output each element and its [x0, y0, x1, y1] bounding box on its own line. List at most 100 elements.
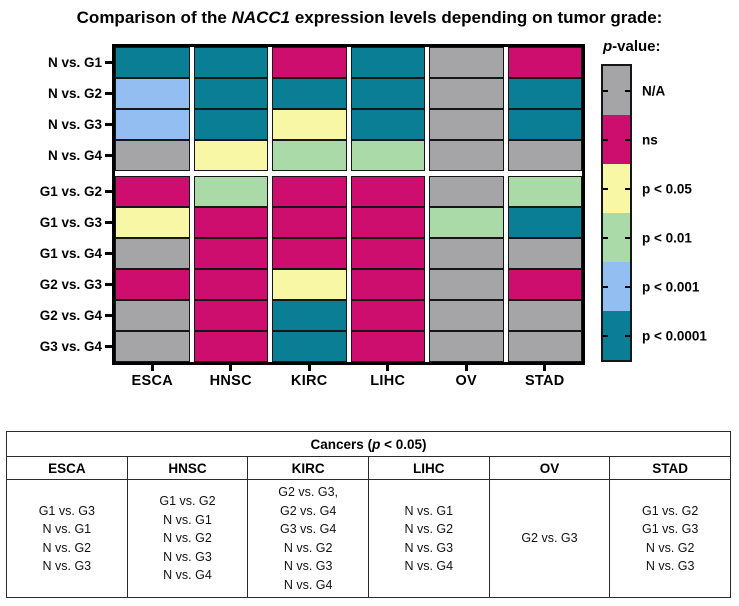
- x-tick-mark: [307, 365, 311, 371]
- heatmap-column-esca: [115, 47, 190, 362]
- comparison-entry: N vs. G3: [283, 559, 333, 573]
- heatmap-cell: [429, 269, 504, 300]
- table-body-cell: G1 vs. G3 N vs. G1 N vs. G2 N vs. G3: [6, 479, 128, 598]
- row-tick-mark: [105, 92, 112, 95]
- comparison-entry: N vs. G1: [404, 503, 454, 518]
- comparison-entry: N vs. G2: [404, 522, 454, 536]
- heatmap-cell: [350, 331, 425, 362]
- row-label-text: G1 vs. G3: [39, 215, 102, 230]
- comparison-entry: N vs. G2: [283, 540, 333, 555]
- legend-segment: N/A: [603, 66, 665, 115]
- heatmap-cell: [429, 300, 504, 331]
- comparison-entry: N vs. G2: [645, 540, 695, 555]
- x-axis-category: HNSC: [194, 365, 269, 389]
- legend: p-value: N/A ns p < 0.05 p < 0.01 p < 0.001 p…: [601, 38, 707, 362]
- x-axis-label: HNSC: [209, 373, 252, 389]
- row-tick-mark: [105, 61, 112, 64]
- row-tick-mark: [105, 123, 112, 126]
- heatmap-x-axis: ESCA HNSC KIRC LIHC OV STAD: [115, 365, 582, 389]
- row-label: G1 vs. G4: [0, 238, 112, 269]
- comparison-entry: N vs. G4: [283, 577, 333, 592]
- comparison-entry: N vs. G3: [163, 549, 212, 564]
- row-label-text: G3 vs. G4: [39, 339, 102, 354]
- legend-title-italic: p: [603, 38, 613, 55]
- heatmap-cell: [350, 269, 425, 300]
- heatmap-cell: [350, 78, 425, 109]
- heatmap-cell: [507, 300, 582, 331]
- row-label: N vs. G3: [0, 109, 112, 140]
- row-label: N vs. G1: [0, 47, 112, 78]
- heatmap-cell: [429, 109, 504, 140]
- row-label-text: G2 vs. G3: [39, 277, 102, 292]
- heatmap-cell: [115, 238, 190, 269]
- heatmap-cell: [193, 176, 268, 207]
- table-header-cell: HNSC: [126, 456, 249, 480]
- row-label: G2 vs. G4: [0, 300, 112, 331]
- comparison-entry: N vs. G2: [163, 531, 212, 546]
- heatmap-cell: [272, 47, 347, 78]
- table-body-cell: G2 vs. G3: [488, 479, 611, 598]
- heatmap-cell: [507, 140, 582, 171]
- heatmap-column-kirc: [272, 47, 347, 362]
- heatmap-cell: [115, 109, 190, 140]
- heatmap-cell: [272, 140, 347, 171]
- heatmap-cell: [193, 140, 268, 171]
- row-label-text: G2 vs. G4: [39, 308, 102, 323]
- table-body-row: G1 vs. G3 N vs. G1 N vs. G2 N vs. G3 G1 vs. …: [6, 479, 731, 598]
- heatmap-cell: [350, 300, 425, 331]
- table-header-cell: OV: [488, 456, 611, 480]
- x-tick-mark: [150, 365, 154, 371]
- heatmap-cell: [429, 47, 504, 78]
- legend-entry-label: p < 0.01: [642, 230, 692, 245]
- heatmap-cell: [429, 140, 504, 171]
- row-tick-mark: [105, 283, 112, 286]
- heatmap-cell: [115, 207, 190, 238]
- heatmap-cell: [115, 300, 190, 331]
- table-title-row: Cancers (p < 0.05): [6, 431, 731, 457]
- row-tick-mark: [105, 221, 112, 224]
- row-label-text: N vs. G1: [47, 55, 102, 70]
- heatmap-cell: [272, 78, 347, 109]
- heatmap-cell: [507, 109, 582, 140]
- table-header-row: ESCA HNSC KIRC LIHC OV STAD: [6, 456, 731, 480]
- heatmap-cell: [115, 78, 190, 109]
- x-axis-category: OV: [429, 365, 504, 389]
- legend-entry-label: p < 0.001: [642, 279, 700, 294]
- comparison-entry: N vs. G1: [163, 512, 212, 527]
- heatmap-cell: [193, 207, 268, 238]
- legend-segment: ns: [603, 115, 658, 164]
- row-label-text: N vs. G4: [47, 148, 102, 163]
- comparison-entry: N vs. G4: [163, 568, 212, 583]
- heatmap-cell: [507, 78, 582, 109]
- heatmap-cell: [115, 269, 190, 300]
- x-tick-mark: [464, 365, 468, 371]
- x-axis-label: STAD: [524, 373, 565, 389]
- figure-title-prefix: Comparison of the: [76, 8, 232, 27]
- heatmap-cell: [193, 331, 268, 362]
- heatmap-cell: [115, 47, 190, 78]
- x-axis-category: ESCA: [115, 365, 190, 389]
- heatmap-cell: [272, 269, 347, 300]
- row-label: G1 vs. G2: [0, 176, 112, 207]
- comparison-entry: G1 vs. G2: [159, 494, 216, 509]
- table-body-cell: N vs. G1 N vs. G2 N vs. G3 N vs. G4: [367, 479, 490, 598]
- heatmap-column-stad: [507, 47, 582, 362]
- heatmap-cell: [115, 140, 190, 171]
- comparison-entry: N vs. G2: [42, 540, 92, 555]
- comparison-entry: G1 vs. G2: [642, 503, 699, 518]
- heatmap-column-ov: [429, 47, 504, 362]
- legend-title-rest: -value:: [612, 38, 661, 55]
- heatmap-cell: [193, 109, 268, 140]
- row-tick-mark: [105, 190, 112, 193]
- legend-entry-label: p < 0.0001: [642, 328, 707, 343]
- comparison-entry: G1 vs. G3: [38, 503, 95, 518]
- heatmap-cell: [429, 176, 504, 207]
- legend-segment: p < 0.05: [603, 164, 692, 213]
- heatmap-cell: [193, 47, 268, 78]
- row-label: G3 vs. G4: [0, 331, 112, 362]
- row-label: N vs. G4: [0, 140, 112, 171]
- heatmap-cell: [272, 176, 347, 207]
- row-label-text: N vs. G2: [47, 86, 102, 101]
- table-title-cell: Cancers (p < 0.05): [6, 431, 731, 457]
- row-label: G2 vs. G3: [0, 269, 112, 300]
